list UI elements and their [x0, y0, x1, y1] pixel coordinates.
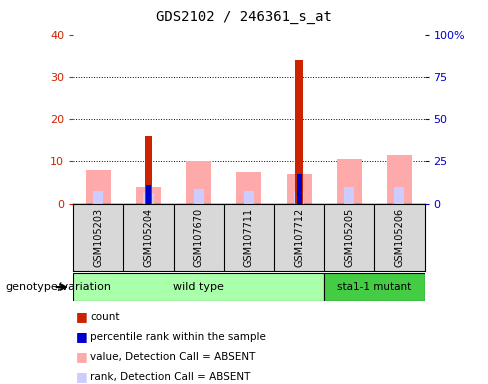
Text: ■: ■ — [76, 350, 87, 363]
Text: percentile rank within the sample: percentile rank within the sample — [90, 332, 266, 342]
Bar — [297, 174, 302, 204]
Text: value, Detection Call = ABSENT: value, Detection Call = ABSENT — [90, 352, 256, 362]
Bar — [324, 273, 425, 301]
Bar — [73, 273, 324, 301]
Text: ■: ■ — [76, 370, 87, 383]
Bar — [145, 136, 152, 204]
Text: GSM105203: GSM105203 — [93, 208, 103, 266]
Text: GSM105206: GSM105206 — [394, 208, 405, 266]
Bar — [194, 189, 203, 204]
Text: GSM105204: GSM105204 — [143, 208, 154, 266]
Bar — [93, 191, 103, 204]
Text: count: count — [90, 312, 120, 322]
Text: GSM107712: GSM107712 — [294, 207, 304, 267]
Text: wild type: wild type — [173, 282, 224, 292]
Text: rank, Detection Call = ABSENT: rank, Detection Call = ABSENT — [90, 372, 251, 382]
Text: ■: ■ — [76, 330, 87, 343]
Bar — [337, 159, 362, 204]
Bar — [86, 170, 111, 204]
Bar — [244, 191, 254, 204]
Bar — [286, 174, 312, 204]
Bar — [146, 185, 151, 204]
Text: genotype/variation: genotype/variation — [5, 282, 111, 292]
Bar — [387, 155, 412, 204]
Bar — [294, 191, 304, 204]
Text: ■: ■ — [76, 310, 87, 323]
Text: GSM107711: GSM107711 — [244, 208, 254, 266]
Bar — [344, 187, 354, 204]
Bar — [143, 193, 154, 204]
Bar — [295, 60, 303, 204]
Bar — [394, 187, 405, 204]
Text: GSM107670: GSM107670 — [194, 208, 203, 266]
Text: GDS2102 / 246361_s_at: GDS2102 / 246361_s_at — [156, 10, 332, 23]
Bar — [186, 161, 211, 204]
Bar — [236, 172, 262, 204]
Text: sta1-1 mutant: sta1-1 mutant — [337, 282, 411, 292]
Text: GSM105205: GSM105205 — [344, 207, 354, 267]
Bar — [136, 187, 161, 204]
